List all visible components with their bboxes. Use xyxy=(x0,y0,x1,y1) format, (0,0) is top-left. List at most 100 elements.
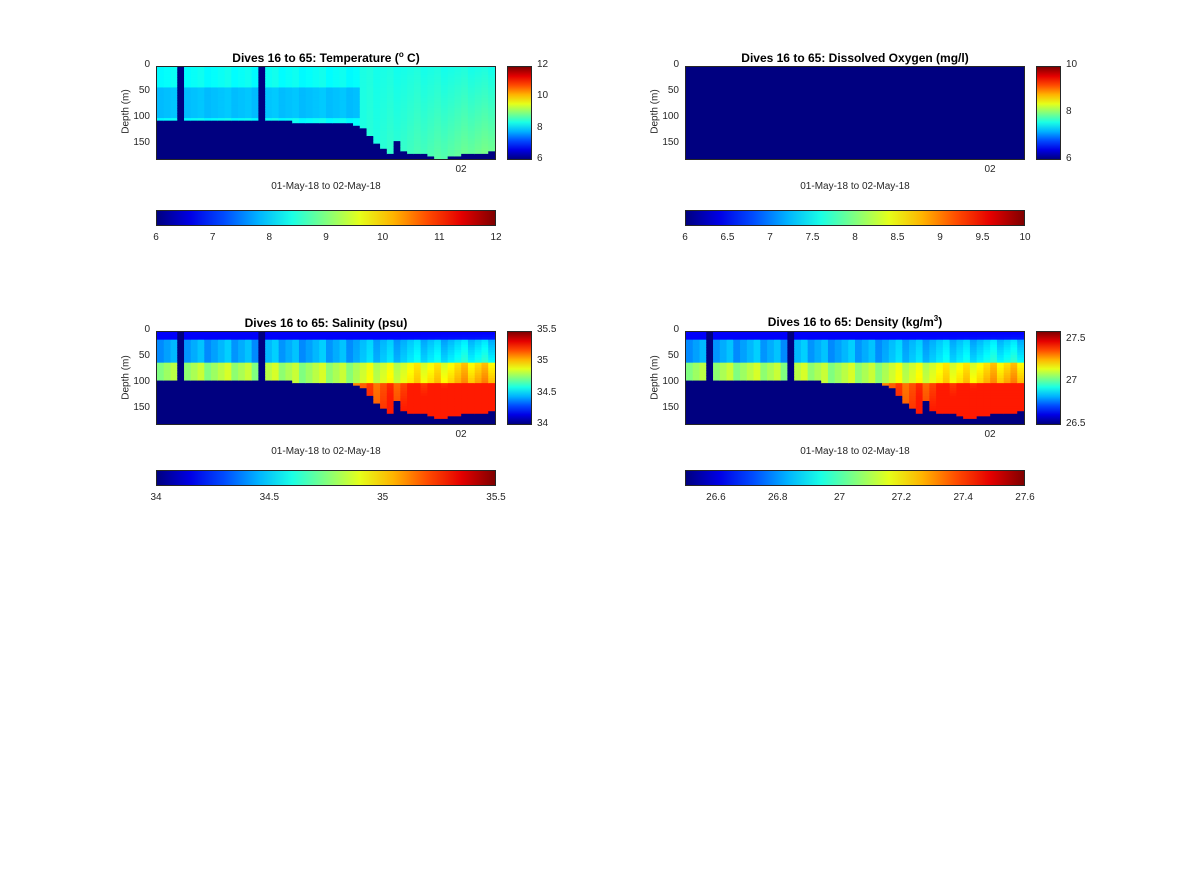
heatmap-cell xyxy=(339,411,347,415)
heatmap-cell xyxy=(888,90,897,94)
heatmap-cell xyxy=(760,79,768,83)
heatmap-cell xyxy=(251,347,259,351)
heatmap-cell xyxy=(990,110,998,114)
heatmap-cell xyxy=(969,151,978,155)
heatmap-cell xyxy=(922,115,930,119)
heatmap-cell xyxy=(454,102,462,106)
heatmap-cell xyxy=(949,67,957,71)
heatmap-cell xyxy=(265,406,273,410)
heatmap-cell xyxy=(855,79,863,83)
heatmap-svg xyxy=(157,67,495,159)
x-tick-label: 02 xyxy=(455,164,467,175)
heatmap-cell xyxy=(692,123,701,127)
heatmap-cell xyxy=(353,375,361,379)
heatmap-cell xyxy=(346,375,354,379)
heatmap-cell xyxy=(454,146,462,150)
heatmap-cell xyxy=(204,84,212,89)
heatmap-cell xyxy=(163,133,172,137)
heatmap-cell xyxy=(976,125,985,129)
heatmap-cell xyxy=(481,92,489,96)
heatmap-cell xyxy=(332,102,341,106)
heatmap-cell xyxy=(238,151,246,155)
heatmap-cell xyxy=(936,67,944,71)
heatmap-cell xyxy=(1010,79,1018,83)
heatmap-cell xyxy=(929,100,937,104)
heatmap-cell xyxy=(861,102,870,106)
heatmap-cell xyxy=(461,153,469,158)
heatmap-cell xyxy=(773,100,782,104)
heatmap-cell xyxy=(177,125,185,129)
heatmap-cell xyxy=(231,143,239,147)
heatmap-cell xyxy=(440,110,449,114)
heatmap-cell xyxy=(238,79,246,83)
heatmap-cell xyxy=(386,413,395,417)
heatmap-cell xyxy=(726,113,734,117)
heatmap-cell xyxy=(326,69,334,73)
heatmap-cell xyxy=(787,146,795,150)
heatmap-cell xyxy=(753,130,761,135)
heatmap-cell xyxy=(265,110,273,114)
heatmap-cell xyxy=(244,143,253,147)
heatmap-cell xyxy=(305,388,314,392)
heatmap-cell xyxy=(265,90,273,94)
heatmap-cell xyxy=(780,113,788,117)
heatmap-cell xyxy=(1003,95,1012,99)
heatmap-cell xyxy=(305,97,314,101)
heatmap-cell xyxy=(197,84,205,89)
heatmap-cell xyxy=(271,365,280,369)
heatmap-cell xyxy=(157,383,165,387)
heatmap-cell xyxy=(420,113,428,117)
heatmap-cell xyxy=(746,146,755,150)
heatmap-cell xyxy=(407,110,415,114)
heatmap-cell xyxy=(197,120,205,124)
heatmap-cell xyxy=(353,416,361,420)
heatmap-cell xyxy=(305,362,314,366)
heatmap-cell xyxy=(224,69,232,73)
heatmap-cell xyxy=(366,151,374,155)
heatmap-cell xyxy=(157,360,165,364)
heatmap-cell xyxy=(292,136,300,140)
heatmap-cell xyxy=(713,146,721,150)
heatmap-cell xyxy=(990,90,998,94)
heatmap-cell xyxy=(983,67,991,71)
heatmap-cell xyxy=(393,365,401,369)
heatmap-cell xyxy=(440,97,449,101)
heatmap-cell xyxy=(909,113,917,117)
heatmap-cell xyxy=(447,69,456,73)
heatmap-cell xyxy=(251,87,259,91)
heatmap-cell xyxy=(733,102,741,106)
heatmap-cell xyxy=(848,95,856,99)
heatmap-cell xyxy=(339,133,347,137)
heatmap-cell xyxy=(353,385,361,389)
heatmap-cell xyxy=(339,347,347,351)
heatmap-cell xyxy=(915,74,924,78)
heatmap-cell xyxy=(1017,125,1024,129)
heatmap-cell xyxy=(949,153,957,158)
heatmap-cell xyxy=(407,74,415,78)
heatmap-cell xyxy=(440,84,449,89)
heatmap-cell xyxy=(339,416,347,420)
heatmap-cell xyxy=(305,79,314,83)
heatmap-cell xyxy=(346,123,354,127)
heatmap-cell xyxy=(224,74,232,78)
heatmap-cell xyxy=(895,87,903,91)
heatmap-cell xyxy=(170,395,178,400)
heatmap-cell xyxy=(224,365,232,369)
heatmap-cell xyxy=(733,107,741,112)
heatmap-cell xyxy=(800,123,809,127)
heatmap-cell xyxy=(868,143,876,147)
heatmap-cell xyxy=(258,77,266,81)
heatmap-cell xyxy=(177,393,185,397)
heatmap-cell xyxy=(278,120,287,124)
heatmap-cell xyxy=(434,136,442,140)
heatmap-cell xyxy=(427,143,435,147)
heatmap-cell xyxy=(292,378,300,382)
heatmap-cell xyxy=(773,151,782,155)
heatmap-cell xyxy=(326,130,334,135)
heatmap-cell xyxy=(922,82,930,86)
heatmap-cell xyxy=(461,113,469,117)
heatmap-cell xyxy=(699,123,707,127)
heatmap-cell xyxy=(733,100,741,104)
heatmap-cell xyxy=(190,347,199,351)
heatmap-cell xyxy=(692,74,701,78)
